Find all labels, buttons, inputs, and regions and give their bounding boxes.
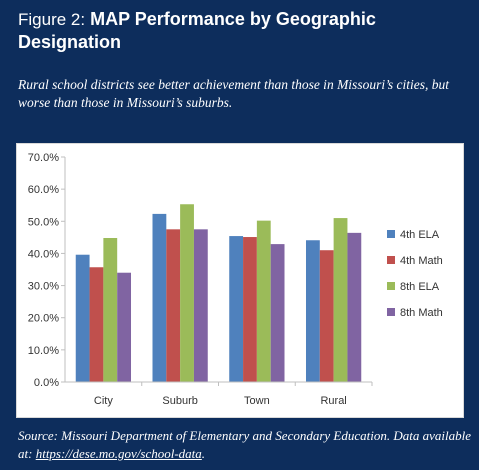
bar-city-8th-ela bbox=[103, 238, 118, 382]
y-tick-label: 40.0% bbox=[28, 248, 59, 260]
figure-subtitle: Rural school districts see better achiev… bbox=[18, 77, 449, 110]
bar-chart: 0.0%10.0%20.0%30.0%40.0%50.0%60.0%70.0% … bbox=[28, 152, 443, 407]
source-link[interactable]: https://dese.mo.gov/school-data bbox=[35, 446, 202, 461]
legend-label: 8th ELA bbox=[400, 281, 440, 293]
bar-city-4th-ela bbox=[75, 254, 90, 382]
legend-label: 4th Math bbox=[400, 255, 443, 267]
y-tick-label: 10.0% bbox=[28, 345, 59, 357]
source-note: Source: Missouri Department of Elementar… bbox=[18, 427, 473, 463]
figure-title: Figure 2: MAP Performance by Geographic … bbox=[18, 8, 468, 54]
bar-town-8th-math bbox=[270, 244, 285, 382]
bar-town-4th-math bbox=[243, 237, 257, 382]
figure-label: Figure 2: bbox=[18, 10, 86, 29]
legend-swatch bbox=[387, 308, 395, 316]
x-axis: City Suburb Town Rural bbox=[65, 381, 373, 407]
source-end: . bbox=[201, 446, 206, 461]
y-tick-label: 30.0% bbox=[28, 281, 59, 293]
bar-suburb-8th-ela bbox=[180, 204, 194, 382]
chart-area: 0.0% 10.0% 20.0% 30.0% 40.0% 50.0% 60.0% 70.0% … bbox=[16, 143, 464, 418]
bar-suburb-4th-math bbox=[166, 229, 181, 382]
figure-title-text: MAP Performance by Geographic Designatio… bbox=[18, 9, 376, 52]
bar-suburb-8th-math bbox=[193, 229, 208, 382]
source-text: Source: Missouri Department of Elementar… bbox=[18, 428, 471, 461]
bars bbox=[75, 204, 362, 382]
y-tick-label: 70.0% bbox=[28, 152, 59, 164]
x-tick-label: Rural bbox=[320, 395, 346, 407]
y-tick-label: 20.0% bbox=[28, 313, 59, 325]
y-tick-label: 60.0% bbox=[28, 184, 59, 196]
bar-rural-4th-math bbox=[319, 250, 334, 382]
bar-city-4th-math bbox=[89, 267, 104, 382]
y-tick-label: 50.0% bbox=[28, 216, 59, 228]
y-tick-label: 0.0% bbox=[34, 377, 59, 389]
legend-swatch bbox=[387, 230, 395, 238]
y-axis: 0.0% 10.0% 20.0% 30.0% 40.0% 50.0% 60.0% 70.0% bbox=[28, 152, 66, 389]
bar-city-8th-math bbox=[117, 272, 132, 382]
x-tick-label: Suburb bbox=[162, 395, 197, 407]
x-tick-label: Town bbox=[244, 395, 270, 407]
bar-town-4th-ela bbox=[229, 236, 244, 382]
legend-label: 4th ELA bbox=[400, 229, 440, 241]
bar-rural-8th-math bbox=[347, 232, 362, 382]
bar-rural-4th-ela bbox=[305, 240, 320, 382]
bar-suburb-4th-ela bbox=[152, 213, 167, 382]
legend-swatch bbox=[387, 256, 395, 264]
bar-town-8th-ela bbox=[256, 220, 271, 382]
legend: 4th ELA 4th Math 8th ELA 8th Math bbox=[387, 229, 443, 319]
bar-rural-8th-ela bbox=[333, 218, 348, 382]
x-tick-label: City bbox=[94, 395, 113, 407]
legend-swatch bbox=[387, 282, 395, 290]
legend-label: 8th Math bbox=[400, 307, 443, 319]
